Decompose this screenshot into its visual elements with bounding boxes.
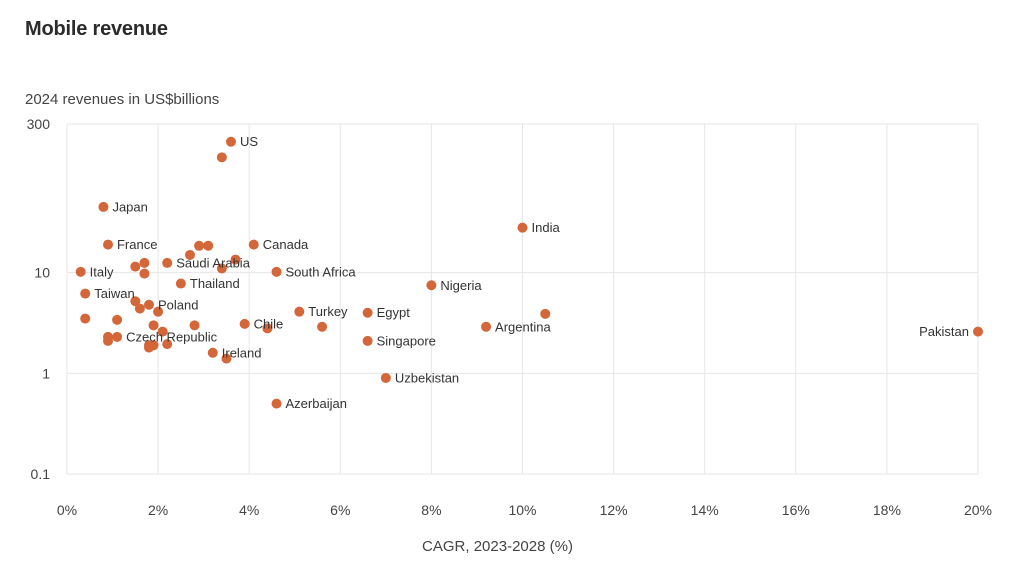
data-point[interactable]	[75, 266, 86, 277]
point-label: Pakistan	[919, 324, 969, 339]
point-label: Nigeria	[440, 278, 482, 293]
y-tick-label: 0.1	[31, 466, 51, 482]
point-label: Uzbekistan	[395, 370, 459, 385]
x-tick-label: 6%	[330, 502, 350, 518]
x-axis-label: CAGR, 2023-2028 (%)	[422, 538, 573, 555]
point-label: Ireland	[222, 345, 262, 360]
data-point[interactable]	[216, 263, 227, 274]
data-point[interactable]	[271, 398, 282, 409]
data-point[interactable]	[317, 321, 328, 332]
point-label: Thailand	[190, 276, 240, 291]
data-point[interactable]	[380, 372, 391, 383]
data-point[interactable]	[426, 280, 437, 291]
data-point[interactable]	[80, 288, 91, 299]
point-label: South Africa	[286, 264, 357, 279]
data-point[interactable]	[98, 201, 109, 212]
x-tick-label: 0%	[57, 502, 77, 518]
data-point[interactable]	[148, 320, 159, 331]
data-point[interactable]	[139, 268, 150, 279]
data-point[interactable]	[194, 240, 205, 251]
data-point[interactable]	[143, 342, 154, 353]
data-point[interactable]	[157, 326, 168, 337]
data-point[interactable]	[262, 323, 273, 334]
point-label: Egypt	[377, 305, 411, 320]
x-tick-label: 20%	[964, 502, 992, 518]
data-point[interactable]	[153, 306, 164, 317]
axis-layer: 0% 2% 4% 6% 8% 10% 12% 14% 16% 18% 20% 0.1 1 10 300 CAG…	[27, 116, 992, 555]
data-point[interactable]	[130, 296, 141, 307]
y-tick-label: 1	[42, 365, 50, 381]
data-point[interactable]	[175, 278, 186, 289]
data-point[interactable]	[481, 321, 492, 332]
data-point[interactable]	[102, 239, 113, 250]
data-point[interactable]	[184, 249, 195, 260]
labels-layer: US Japan India France Canada Saudi Arabia Ital…	[90, 134, 969, 411]
x-tick-label: 10%	[508, 502, 536, 518]
data-point[interactable]	[294, 306, 305, 317]
x-tick-label: 16%	[782, 502, 810, 518]
point-label: Singapore	[377, 333, 436, 348]
data-point[interactable]	[162, 257, 173, 268]
data-point[interactable]	[162, 339, 173, 350]
data-point[interactable]	[248, 239, 259, 250]
point-label: France	[117, 237, 157, 252]
point-label: Chile	[254, 316, 284, 331]
data-point[interactable]	[207, 347, 218, 358]
data-point[interactable]	[239, 318, 250, 329]
point-label: Czech Republic	[126, 329, 218, 344]
x-tick-label: 12%	[600, 502, 628, 518]
data-point[interactable]	[225, 136, 236, 147]
points-layer	[75, 136, 983, 409]
data-point[interactable]	[221, 353, 232, 364]
point-label: Azerbaijan	[286, 396, 347, 411]
y-tick-label: 10	[34, 265, 50, 281]
data-point[interactable]	[230, 254, 241, 265]
x-tick-label: 2%	[148, 502, 168, 518]
data-point[interactable]	[80, 313, 91, 324]
data-point[interactable]	[271, 266, 282, 277]
x-tick-label: 8%	[421, 502, 441, 518]
data-point[interactable]	[139, 257, 150, 268]
point-label: Japan	[112, 199, 147, 214]
point-label: Canada	[263, 237, 309, 252]
y-tick-label: 300	[27, 116, 51, 132]
data-point[interactable]	[143, 299, 154, 310]
data-point[interactable]	[112, 331, 123, 342]
point-label: Turkey	[308, 304, 348, 319]
x-tick-label: 4%	[239, 502, 259, 518]
point-label: Argentina	[495, 319, 551, 334]
grid-layer	[66, 123, 979, 475]
chart-subtitle: 2024 revenues in US$billions	[25, 91, 220, 108]
data-point[interactable]	[216, 152, 227, 163]
point-label: Taiwan	[94, 286, 134, 301]
chart-title: Mobile revenue	[25, 18, 168, 40]
data-point[interactable]	[112, 314, 123, 325]
point-label: Poland	[158, 297, 198, 312]
data-point[interactable]	[189, 320, 200, 331]
data-point[interactable]	[130, 261, 141, 272]
data-point[interactable]	[134, 303, 145, 314]
x-tick-label: 18%	[873, 502, 901, 518]
data-point[interactable]	[362, 335, 373, 346]
point-label: Saudi Arabia	[176, 255, 250, 270]
point-label: US	[240, 134, 258, 149]
data-point[interactable]	[517, 222, 528, 233]
point-label: India	[532, 220, 561, 235]
data-point[interactable]	[203, 240, 214, 251]
data-point[interactable]	[102, 335, 113, 346]
data-point[interactable]	[362, 307, 373, 318]
data-point[interactable]	[540, 308, 551, 319]
point-label: Italy	[90, 264, 114, 279]
x-tick-label: 14%	[691, 502, 719, 518]
data-point[interactable]	[973, 326, 983, 337]
